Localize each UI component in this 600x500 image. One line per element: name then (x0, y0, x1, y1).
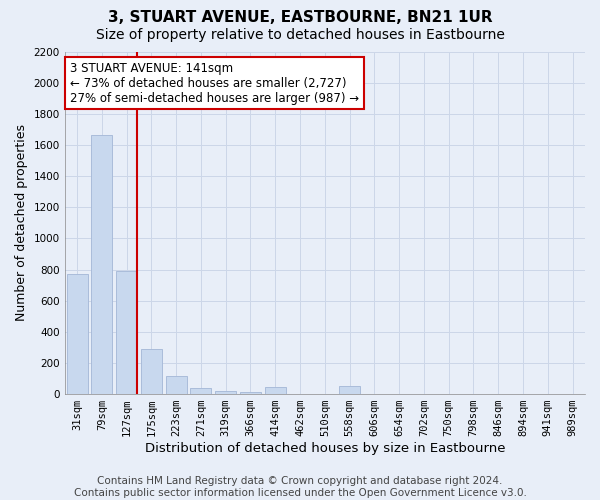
Bar (116, 271, 137, 394)
Bar (190, 388, 211, 394)
Text: Contains HM Land Registry data © Crown copyright and database right 2024.
Contai: Contains HM Land Registry data © Crown c… (74, 476, 526, 498)
Text: 3 STUART AVENUE: 141sqm
← 73% of detached houses are smaller (2,727)
27% of semi: 3 STUART AVENUE: 141sqm ← 73% of detache… (70, 62, 359, 105)
Text: Size of property relative to detached houses in Eastbourne: Size of property relative to detached ho… (95, 28, 505, 42)
Bar (265, 387, 286, 394)
Bar (166, 376, 187, 394)
Bar (215, 390, 236, 394)
Y-axis label: Number of detached properties: Number of detached properties (15, 124, 28, 322)
X-axis label: Distribution of detached houses by size in Eastbourne: Distribution of detached houses by size … (145, 442, 505, 455)
Bar (240, 392, 261, 394)
Bar (91, 135, 112, 394)
Text: 3, STUART AVENUE, EASTBOURNE, BN21 1UR: 3, STUART AVENUE, EASTBOURNE, BN21 1UR (107, 10, 493, 25)
Bar (141, 349, 162, 394)
Bar (339, 386, 360, 394)
Bar (67, 274, 88, 394)
